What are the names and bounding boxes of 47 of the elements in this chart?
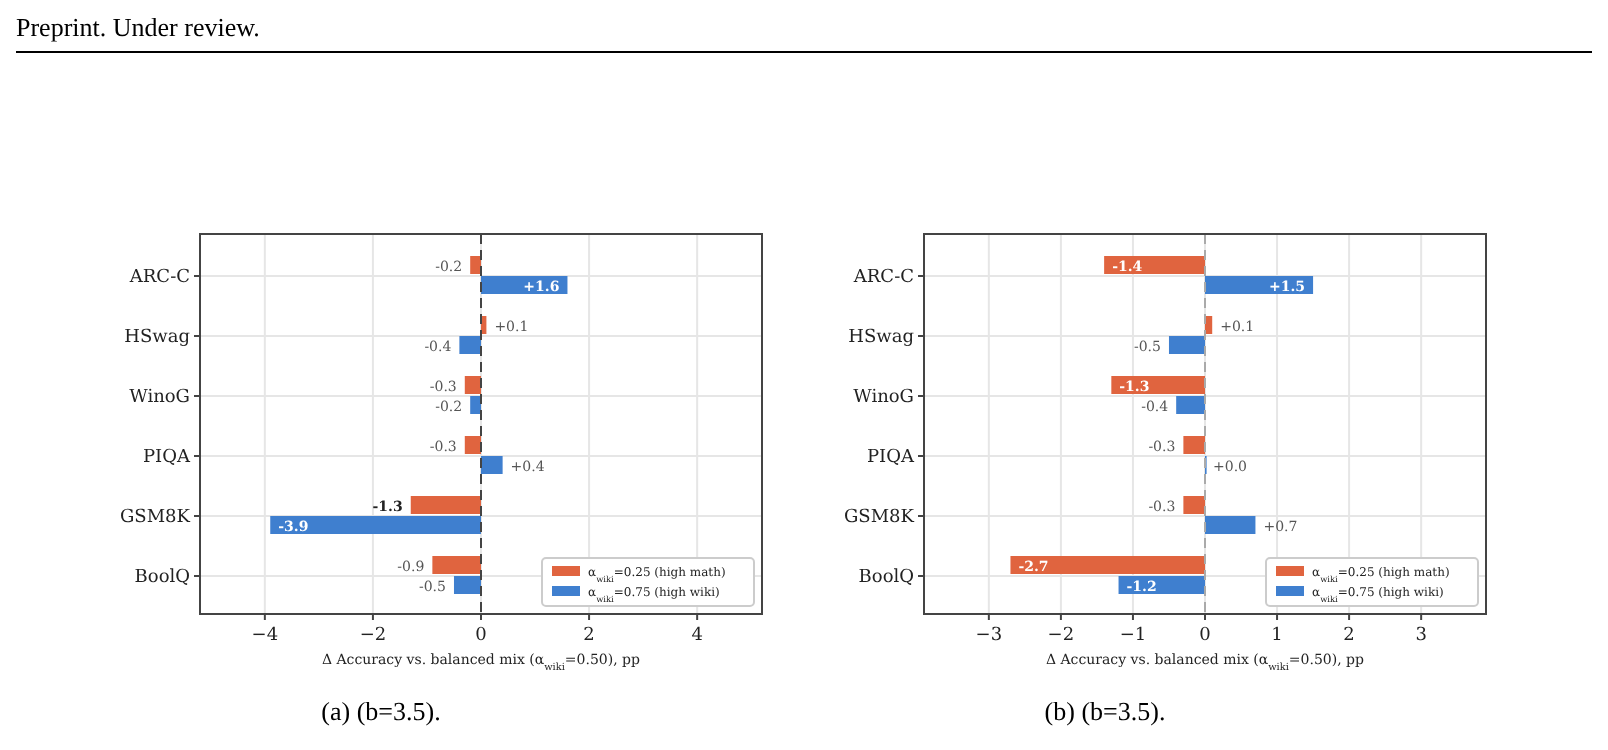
x-tick-label: 1 [1271, 626, 1283, 646]
bar [1168, 336, 1205, 354]
x-tick-label: 0 [1199, 626, 1212, 646]
bar [470, 256, 481, 274]
bar [464, 376, 481, 394]
bar [470, 396, 481, 414]
text: (a) (b=3.5). [321, 696, 441, 726]
bar [270, 516, 481, 534]
x-tick-label: −3 [975, 626, 1003, 646]
x-tick-label: 2 [583, 626, 595, 646]
bar [1111, 376, 1205, 394]
bar [1205, 276, 1314, 294]
y-tick-label: BoolQ [134, 568, 190, 588]
y-tick-label: ARC-C [851, 268, 915, 288]
x-tick-label: −2 [1047, 626, 1075, 646]
y-tick-label: PIQA [867, 448, 915, 468]
bar [1183, 436, 1205, 454]
y-tick-label: WinoG [853, 388, 914, 408]
x-tick-label: 0 [475, 626, 488, 646]
y-tick-label: WinoG [129, 388, 190, 408]
bar [1183, 496, 1205, 514]
text: Preprint. Under review. [16, 12, 260, 42]
bar [1176, 396, 1205, 414]
bar [1118, 576, 1205, 594]
x-tick-label: 2 [1343, 626, 1355, 646]
x-tick-label: −1 [1119, 626, 1147, 646]
x-tick-label: −2 [359, 626, 387, 646]
bar [1010, 556, 1205, 574]
bar [459, 336, 481, 354]
y-tick-label: HSwag [124, 328, 191, 348]
bar [453, 576, 481, 594]
bar [1104, 256, 1205, 274]
y-tick-label: HSwag [848, 328, 915, 348]
y-tick-label: GSM8K [843, 508, 915, 528]
bar [432, 556, 481, 574]
x-tick-label: 3 [1415, 626, 1428, 646]
y-tick-label: PIQA [143, 448, 191, 468]
bar [481, 456, 503, 474]
x-tick-label: −4 [251, 626, 279, 646]
y-tick-label: GSM8K [119, 508, 191, 528]
bar [1205, 516, 1256, 534]
bar [464, 436, 481, 454]
x-tick-label: 4 [691, 626, 704, 646]
bar [410, 496, 481, 514]
y-tick-label: BoolQ [858, 568, 914, 588]
text: (b) (b=3.5). [1044, 696, 1166, 726]
y-tick-label: ARC-C [127, 268, 191, 288]
